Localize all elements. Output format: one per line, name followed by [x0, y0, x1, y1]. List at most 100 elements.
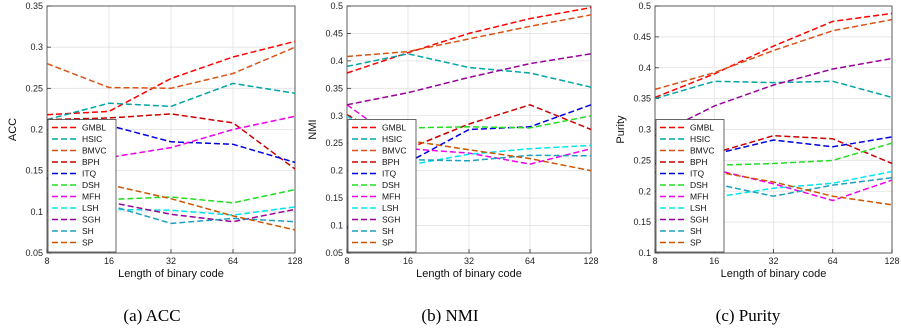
x-axis-label: Length of binary code [118, 268, 224, 280]
legend-label: GMBL [690, 123, 714, 133]
legend-label: GMBL [382, 123, 406, 133]
y-tick-label: 0.35 [25, 1, 43, 11]
x-tick-label: 64 [525, 256, 535, 266]
legend-label: DSH [382, 180, 400, 190]
legend-label: SGH [690, 215, 708, 225]
y-axis-label: Purity [615, 115, 627, 144]
legend-label: ITQ [690, 169, 705, 179]
y-tick-label: 0.4 [638, 63, 651, 73]
y-tick-label: 0.3 [638, 125, 651, 135]
series-line-gmbl [46, 40, 296, 116]
legend-label: SP [82, 238, 94, 248]
y-tick-label: 0.5 [638, 1, 651, 11]
legend-label: HSIC [690, 134, 710, 144]
y-tick-label: 0.35 [633, 94, 651, 104]
series-line-gmbl [346, 6, 592, 74]
series-line-hsic [654, 80, 893, 100]
x-tick-label: 64 [228, 256, 238, 266]
legend-box [47, 119, 117, 253]
caption-purity: (c) Purity [715, 306, 781, 325]
y-tick-label: 0.3 [330, 111, 343, 121]
legend-label: BMVC [382, 146, 407, 156]
y-tick-label: 0.45 [325, 28, 343, 38]
chart-panel-1: 0.05 0.1 0.15 0.2 0.25 0.3 0.35 8 16 32 64 128 Lengt… [7, 1, 303, 280]
legend-label: DSH [690, 180, 708, 190]
y-tick-label: 0.3 [30, 42, 43, 52]
legend-label: LSH [382, 203, 399, 213]
y-tick-label: 0.2 [330, 166, 343, 176]
legend-label: SH [82, 226, 94, 236]
legend-label: SGH [382, 215, 400, 225]
series-line-bmvc [46, 46, 296, 90]
series-line-gmbl [654, 12, 893, 99]
caption-nmi: (b) NMI [421, 306, 479, 325]
series-line-sgh [346, 53, 592, 106]
legend-label: DSH [82, 180, 100, 190]
x-tick-label: 32 [464, 256, 474, 266]
legend-label: SP [690, 238, 702, 248]
x-tick-label: 16 [709, 256, 719, 266]
legend-label: SH [690, 226, 702, 236]
caption-acc: (a) ACC [123, 306, 181, 325]
y-axis-label: NMI [307, 119, 319, 139]
y-tick-label: 0.1 [638, 248, 651, 258]
series-line-bmvc [654, 18, 893, 91]
series-line-bph [46, 113, 296, 170]
legend-label: BPH [82, 157, 99, 167]
chart-panel-2: 0.05 0.1 0.15 0.2 0.25 0.3 0.35 0.4 0.45 0.5 8 16 32… [307, 1, 599, 280]
y-tick-label: 0.15 [325, 193, 343, 203]
y-tick-label: 0.1 [30, 207, 43, 217]
legend-label: MFH [690, 192, 708, 202]
x-axis-label: Length of binary code [416, 268, 522, 280]
chart-panel-3: 0.1 0.15 0.2 0.25 0.3 0.35 0.4 0.45 0.5 8 16 32 64 12… [615, 1, 900, 280]
legend-label: SP [382, 238, 394, 248]
y-tick-label: 0.25 [633, 155, 651, 165]
x-tick-label: 64 [828, 256, 838, 266]
y-tick-label: 0.35 [325, 83, 343, 93]
y-tick-label: 0.05 [25, 248, 43, 258]
x-tick-label: 16 [403, 256, 413, 266]
legend-label: ITQ [82, 169, 97, 179]
y-axis-label: ACC [7, 118, 19, 141]
legend-label: BPH [382, 157, 399, 167]
series-line-bmvc [346, 14, 592, 58]
legend-box [347, 119, 417, 253]
y-tick-label: 0.45 [633, 32, 651, 42]
legend-label: BPH [690, 157, 707, 167]
y-tick-label: 0.4 [330, 56, 343, 66]
y-tick-label: 0.25 [325, 138, 343, 148]
y-tick-label: 0.5 [330, 1, 343, 11]
y-tick-label: 0.2 [30, 125, 43, 135]
legend-label: LSH [82, 203, 99, 213]
legend-label: SGH [82, 215, 100, 225]
x-tick-label: 128 [287, 256, 302, 266]
legend-label: BMVC [82, 146, 107, 156]
legend-label: ITQ [382, 169, 397, 179]
legend-label: MFH [382, 192, 400, 202]
x-tick-label: 128 [583, 256, 598, 266]
x-tick-label: 32 [768, 256, 778, 266]
x-tick-label: 8 [652, 256, 657, 266]
legend-label: HSIC [82, 134, 102, 144]
y-tick-label: 0.2 [638, 186, 651, 196]
x-tick-label: 32 [166, 256, 176, 266]
series-line-mfh [46, 115, 296, 205]
legend-label: MFH [82, 192, 100, 202]
x-tick-label: 8 [344, 256, 349, 266]
legend-label: HSIC [382, 134, 402, 144]
y-tick-label: 0.1 [330, 221, 343, 231]
x-axis-label: Length of binary code [721, 268, 827, 280]
legend-box [655, 119, 725, 253]
legend-label: SH [382, 226, 394, 236]
x-tick-label: 8 [44, 256, 49, 266]
legend-label: LSH [690, 203, 707, 213]
series-line-hsic [46, 82, 296, 121]
x-tick-label: 128 [884, 256, 899, 266]
series-line-sgh [654, 57, 893, 137]
y-tick-label: 0.15 [633, 217, 651, 227]
legend-label: GMBL [82, 123, 106, 133]
